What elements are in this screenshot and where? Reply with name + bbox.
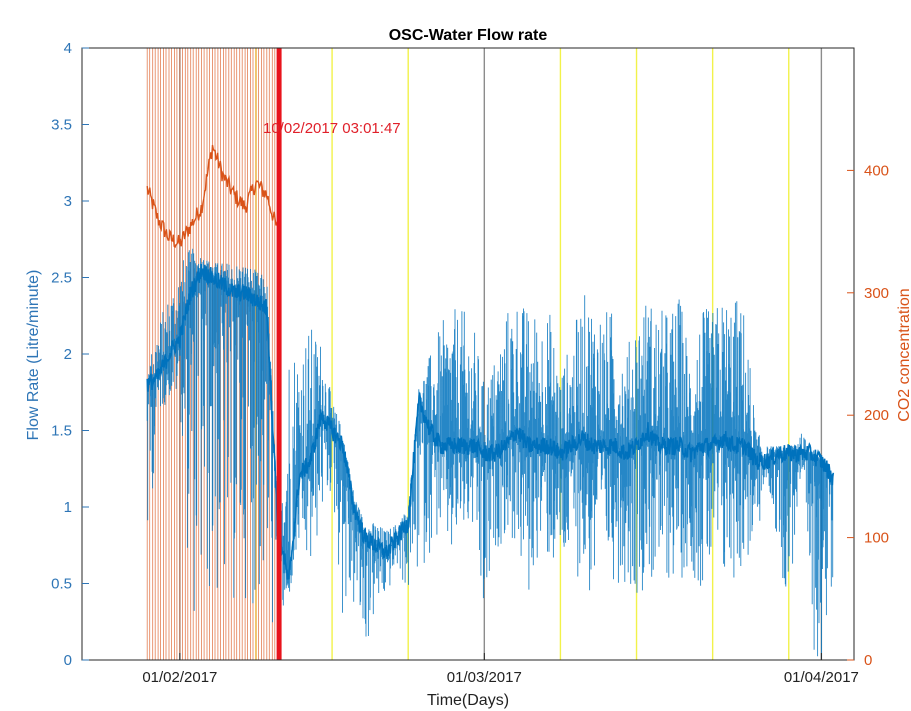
y-left-tick-label-2: 1 <box>64 499 72 516</box>
x-axis-label: Time(Days) <box>427 692 509 709</box>
y-left-tick-label-5: 2.5 <box>51 270 72 287</box>
flow-rate-series <box>146 248 835 658</box>
y-axis-right-label: CO2 concentration <box>896 288 911 421</box>
y-left-tick-label-4: 2 <box>64 346 72 363</box>
y-right-tick-label-3: 300 <box>864 285 889 302</box>
y-left-tick-label-6: 3 <box>64 193 72 210</box>
y-left-tick-label-3: 1.5 <box>51 423 72 440</box>
y-right-tick-label-1: 100 <box>864 530 889 547</box>
y-left-tick-label-1: 0.5 <box>51 576 72 593</box>
y-right-tick-label-4: 400 <box>864 162 889 179</box>
y-left-tick-label-0: 0 <box>64 652 72 669</box>
axis-ticks: 0 0.5 1 1.5 2 2.5 3 3.5 4 0 100 200 300 400 01/02/2017… <box>51 40 889 686</box>
y-left-tick-label-7: 3.5 <box>51 117 72 134</box>
flow-rate-mean-line <box>146 263 835 580</box>
x-tick-label-2: 01/04/2017 <box>784 669 859 686</box>
y-right-tick-label-2: 200 <box>864 407 889 424</box>
chart-title: OSC-Water Flow rate <box>389 27 548 44</box>
y-axis-left-label: Flow Rate (Litre/minute) <box>25 270 42 441</box>
co2-level-line <box>146 144 280 249</box>
x-tick-label-1: 01/03/2017 <box>447 669 522 686</box>
x-tick-label-0: 01/02/2017 <box>142 669 217 686</box>
y-right-tick-label-0: 0 <box>864 652 872 669</box>
y-left-tick-label-8: 4 <box>64 40 72 57</box>
annotation-label: 10/02/2017 03:01:47 <box>263 120 401 137</box>
